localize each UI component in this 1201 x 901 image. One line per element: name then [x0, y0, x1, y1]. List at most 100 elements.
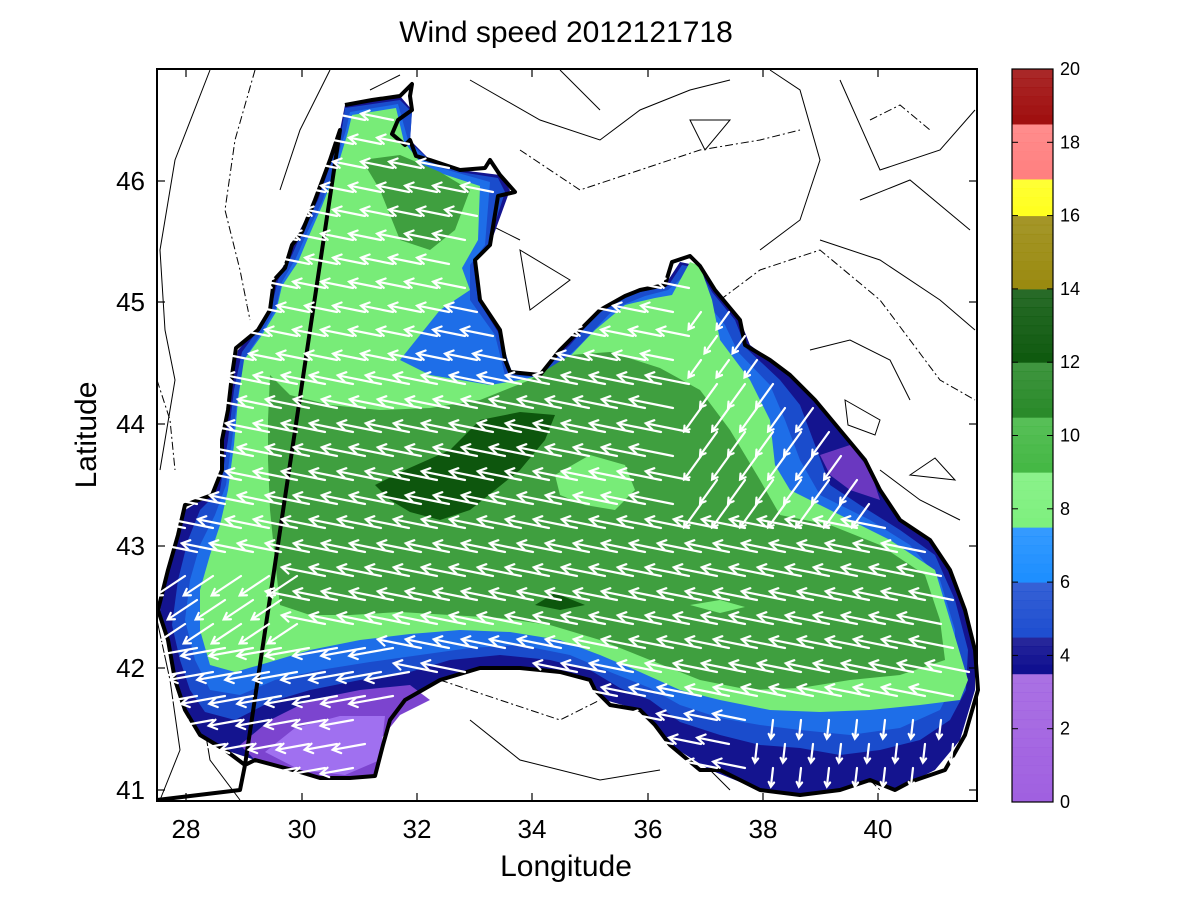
wind-arrow [234, 325, 271, 338]
wind-arrow [206, 718, 243, 731]
wind-arrow [531, 467, 579, 482]
colorbar-band [1012, 151, 1053, 162]
wind-arrow [251, 371, 299, 386]
wind-arrow [391, 467, 439, 482]
wind-arrow [727, 563, 775, 578]
wind-arrow [515, 587, 563, 602]
wind-arrow [599, 395, 647, 410]
wind-arrow [262, 325, 299, 338]
wind-arrow [223, 467, 271, 482]
wind-arrow [307, 611, 355, 626]
wind-arrow [347, 491, 395, 506]
wind-arrow [358, 349, 395, 362]
wind-arrow [738, 406, 759, 434]
wind-arrow [223, 371, 271, 386]
wind-arrow [671, 515, 719, 530]
wind-arrow [279, 515, 327, 530]
wind-arrow [291, 587, 339, 602]
wind-arrow [587, 419, 635, 434]
wind-arrow [531, 659, 579, 674]
wind-arrow [318, 718, 355, 731]
colorbar-tick-label: 6 [1060, 572, 1070, 592]
wind-arrow [330, 742, 367, 755]
wind-arrow [263, 491, 311, 506]
wind-arrow [627, 395, 675, 410]
wind-arrow [447, 563, 495, 578]
wind-arrow [290, 325, 327, 338]
wind-arrow [363, 670, 411, 685]
wind-arrow [363, 467, 411, 482]
wind-arrow [246, 742, 283, 755]
wind-arrow [307, 419, 355, 434]
wind-arrow [347, 694, 395, 709]
wind-arrow [487, 395, 535, 410]
wind-arrow [290, 229, 327, 242]
wind-arrow [907, 635, 955, 650]
wind-arrow [419, 563, 467, 578]
wind-arrow [458, 325, 495, 338]
wind-vector-field [139, 109, 971, 789]
wind-arrow [475, 611, 523, 626]
wind-arrow [503, 467, 551, 482]
wind-arrow [823, 587, 871, 602]
wind-arrow [375, 395, 423, 410]
map-axes-frame [156, 68, 978, 802]
wind-arrow [403, 395, 451, 410]
wind-arrow [458, 181, 495, 194]
wind-arrow [531, 419, 579, 434]
wind-arrow [431, 587, 479, 602]
wind-arrow [710, 709, 747, 722]
wind-arrow [279, 611, 327, 626]
wind-arrow [307, 371, 355, 386]
wind-arrow [626, 325, 663, 338]
wind-arrow [279, 371, 327, 386]
wind-arrow [291, 443, 339, 458]
colorbar-band [1012, 527, 1053, 537]
wind-arrow [419, 659, 467, 674]
colorbar-band [1012, 334, 1053, 345]
colorbar-tick-label: 12 [1060, 352, 1080, 372]
wind-arrow [727, 659, 775, 674]
colorbar-band [1012, 737, 1053, 748]
wind-arrow [627, 539, 675, 554]
wind-arrow [711, 635, 759, 650]
x-axis-label: Longitude [500, 850, 632, 883]
colorbar-band [1012, 563, 1053, 574]
wind-arrow [711, 683, 759, 698]
wind-arrow [542, 325, 579, 338]
wind-arrow [739, 587, 787, 602]
wind-arrow [430, 181, 467, 194]
colorbar-band [1012, 435, 1053, 446]
wind-arrow [879, 683, 927, 698]
colorbar-band [1012, 426, 1053, 436]
wind-arrow [559, 419, 607, 434]
wind-arrow [195, 467, 243, 482]
wind-arrow [207, 539, 255, 554]
wind-arrow [290, 181, 327, 194]
colorbar-band [1012, 591, 1053, 601]
wind-arrow [731, 334, 747, 356]
wind-arrow [431, 635, 479, 650]
x-tick-label: 34 [518, 814, 547, 844]
wind-arrow [515, 443, 563, 458]
colorbar-band [1012, 747, 1053, 757]
wind-arrow [863, 742, 872, 765]
wind-arrow [402, 277, 439, 290]
wind-arrow [251, 670, 299, 685]
wind-arrow [766, 454, 787, 482]
wind-arrow [374, 325, 411, 338]
wind-arrow [279, 467, 327, 482]
colorbar-band [1012, 783, 1053, 794]
wind-arrow [279, 563, 327, 578]
wind-arrow [795, 683, 843, 698]
colorbar-band [1012, 133, 1053, 143]
wind-arrow [811, 659, 859, 674]
wind-arrow [839, 659, 887, 674]
wind-arrow [767, 766, 776, 789]
wind-arrow [302, 157, 339, 170]
wind-arrow [374, 277, 411, 290]
wind-arrow [599, 443, 647, 458]
wind-arrow [839, 515, 887, 530]
wind-arrow [907, 587, 955, 602]
